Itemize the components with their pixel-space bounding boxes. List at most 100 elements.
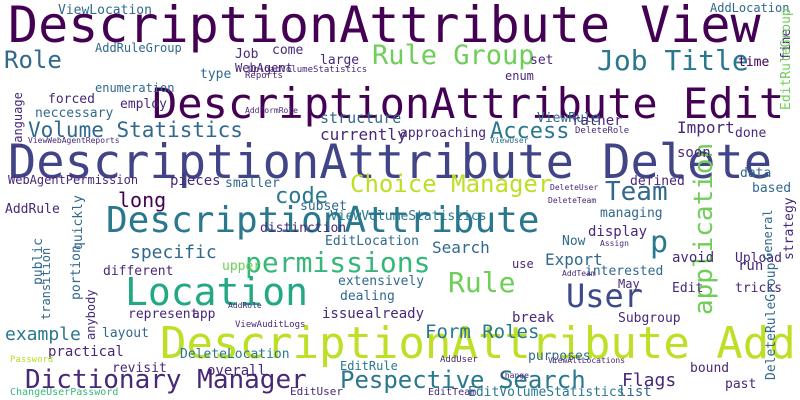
word: Now (562, 234, 586, 249)
word: EditTeam (428, 387, 476, 398)
word: interested (585, 264, 663, 279)
word: ViewAllLocations (548, 356, 625, 365)
word: Reports (245, 71, 283, 81)
word: AddTeam (562, 269, 596, 278)
word: Import (677, 118, 735, 137)
word: Access (490, 119, 569, 144)
word: enum (505, 69, 534, 83)
word: app (192, 307, 216, 322)
word: dealing (340, 289, 395, 304)
word: Job Title (597, 44, 749, 77)
word: specific (130, 242, 217, 263)
word: DeleteUser (550, 183, 598, 192)
word: extensively (338, 274, 424, 289)
word: avoid (672, 250, 714, 266)
word: list (618, 384, 652, 400)
word: done (735, 126, 766, 141)
word: ViewLocation (58, 3, 152, 18)
word: EditLocation (325, 234, 419, 249)
word: Subgroup (618, 311, 681, 326)
word: managing (600, 206, 663, 221)
word: upper (222, 259, 261, 274)
word: pieces (170, 173, 221, 189)
word: Flags (622, 370, 676, 391)
word: portion (69, 245, 84, 300)
word: DescriptionAttribute Edit (152, 79, 784, 128)
word: represent (128, 307, 198, 322)
word: quickly (71, 195, 86, 250)
word: long (118, 188, 166, 212)
word: Location (125, 270, 308, 314)
word: EditUser (290, 385, 343, 398)
word: WebAgentPermission (8, 173, 138, 187)
word: employ (120, 97, 167, 112)
word: ViewVolumeStatistics (330, 209, 487, 224)
word: Search (432, 238, 490, 257)
word: Team (605, 177, 668, 207)
word: Job (235, 47, 259, 62)
word: overall (207, 363, 266, 379)
word: DeleteRuleGroup (764, 262, 779, 380)
word: time (738, 55, 769, 70)
word: Pespective Search (340, 366, 586, 394)
word: DeleteRole (575, 126, 629, 136)
word: Form Roles (425, 321, 539, 343)
word: come (272, 43, 303, 58)
word: example (5, 324, 81, 345)
word: AddFormRole (245, 106, 298, 115)
word: rather (572, 113, 623, 129)
word: already (365, 306, 424, 322)
word: ViewRule (537, 111, 600, 126)
word: public (31, 238, 46, 285)
word: practical (48, 344, 124, 360)
word: AddLocation (710, 1, 789, 15)
word: AddRuleGroup (95, 41, 182, 55)
word: Rule (448, 266, 515, 299)
word: large (320, 53, 359, 68)
word: May (618, 277, 640, 291)
word: EditRule (340, 359, 398, 373)
word: subset (300, 199, 347, 214)
word: application (689, 143, 719, 315)
word: code (275, 184, 328, 209)
word: ViewWebAgentReports (28, 136, 120, 145)
word: EditVolumeStatistics (468, 385, 625, 400)
word: p (650, 225, 668, 260)
word: data (740, 166, 771, 181)
word: DescriptionAttribute Add (160, 318, 796, 369)
word: Edit (672, 281, 703, 296)
word: issue (322, 306, 364, 322)
word: past (725, 377, 756, 392)
word: permissions (245, 246, 430, 279)
word: type (200, 67, 231, 82)
word: DeleteLocation (180, 347, 290, 362)
word: WebAgent (235, 61, 293, 75)
word: defined (630, 174, 685, 189)
word: tricks (735, 281, 782, 296)
word: run (738, 258, 763, 274)
word: based (752, 181, 791, 196)
word: DescriptionAttribute Delete (8, 135, 772, 190)
word: break (512, 310, 555, 326)
word: Export (545, 250, 603, 269)
word: display (588, 224, 647, 240)
word: different (103, 264, 173, 279)
word: language (11, 92, 25, 150)
word: UploadVolumeStatistics (248, 65, 367, 75)
word: transition (39, 248, 53, 320)
word: Choice Manager (350, 170, 552, 198)
word: layout (102, 326, 149, 341)
word: DescriptionAttribute View (8, 0, 761, 54)
word: Rule Group (372, 40, 535, 71)
word: ChangeUserPassword (10, 387, 118, 398)
word: anybody (84, 289, 98, 340)
word: currently (320, 125, 407, 144)
word: soon (677, 145, 711, 161)
word: revisit (112, 361, 167, 376)
word: neccessary (35, 106, 113, 121)
word: structure (320, 109, 401, 127)
word: purposes (528, 349, 591, 364)
word: fine (779, 29, 794, 60)
word: ViewAuditLogs (235, 320, 305, 330)
